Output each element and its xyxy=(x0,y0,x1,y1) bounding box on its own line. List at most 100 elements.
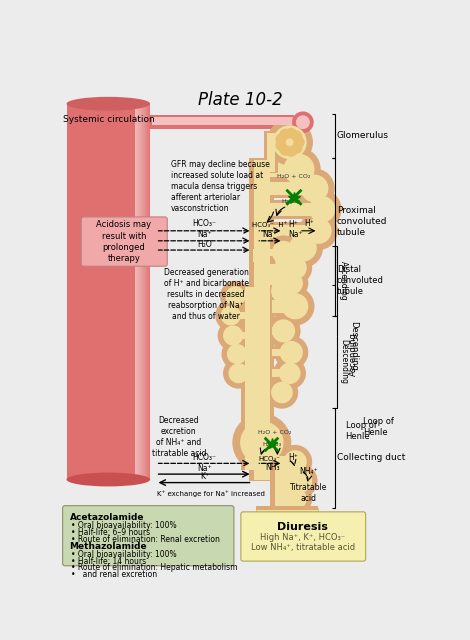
Bar xyxy=(245,287,257,412)
Circle shape xyxy=(299,212,338,250)
Text: HCO₃⁻: HCO₃⁻ xyxy=(192,220,217,228)
Bar xyxy=(270,454,298,516)
Bar xyxy=(137,104,139,479)
Text: Loop of
Henle: Loop of Henle xyxy=(363,417,394,437)
Circle shape xyxy=(283,451,307,474)
Bar xyxy=(145,104,146,479)
Bar xyxy=(241,370,251,376)
Text: H₂O: H₂O xyxy=(197,239,212,248)
Bar xyxy=(262,277,291,289)
Bar xyxy=(252,285,272,458)
Text: High Na⁺, K⁺, HCO₃⁻: High Na⁺, K⁺, HCO₃⁻ xyxy=(260,533,345,543)
Circle shape xyxy=(283,256,307,279)
Bar xyxy=(262,161,299,177)
Ellipse shape xyxy=(66,472,150,486)
Text: • Route of elimination: Renal excretion: • Route of elimination: Renal excretion xyxy=(71,535,220,544)
Circle shape xyxy=(305,218,331,244)
Text: Proximal
convoluted
tubule: Proximal convoluted tubule xyxy=(337,205,387,237)
Bar xyxy=(245,410,256,470)
Text: Na⁺: Na⁺ xyxy=(262,230,277,239)
Circle shape xyxy=(300,175,329,202)
Bar xyxy=(262,327,283,335)
Circle shape xyxy=(266,314,300,348)
Bar xyxy=(235,291,251,301)
Circle shape xyxy=(289,470,312,493)
Circle shape xyxy=(292,111,314,133)
Bar xyxy=(140,104,141,479)
Text: Acidosis may
result with
prolonged
therapy: Acidosis may result with prolonged thera… xyxy=(96,220,151,263)
Circle shape xyxy=(290,141,302,154)
Bar xyxy=(256,506,318,509)
Bar xyxy=(241,408,260,470)
Bar xyxy=(239,368,251,379)
Text: H₂O + CO₂: H₂O + CO₂ xyxy=(258,430,291,435)
Text: K⁺ exchange for Na⁺ increased: K⁺ exchange for Na⁺ increased xyxy=(157,490,265,497)
Circle shape xyxy=(218,320,249,351)
Bar xyxy=(262,248,283,256)
Bar xyxy=(262,225,318,237)
Bar xyxy=(256,318,268,423)
Bar xyxy=(142,104,144,479)
Circle shape xyxy=(276,287,314,326)
Text: Acetazolamide: Acetazolamide xyxy=(70,513,144,522)
Bar xyxy=(233,330,251,341)
Bar xyxy=(262,367,290,380)
Circle shape xyxy=(227,344,247,364)
Text: Plate 10-2: Plate 10-2 xyxy=(198,91,283,109)
Circle shape xyxy=(221,339,252,369)
Bar xyxy=(262,388,282,396)
Bar xyxy=(136,104,138,479)
Text: Distal
convoluted
tubule: Distal convoluted tubule xyxy=(337,265,384,296)
Bar xyxy=(251,246,262,266)
Text: NH₄⁺: NH₄⁺ xyxy=(299,467,318,476)
Bar xyxy=(267,133,275,172)
Circle shape xyxy=(294,168,335,209)
Circle shape xyxy=(272,319,295,342)
Circle shape xyxy=(226,286,245,307)
Circle shape xyxy=(280,341,303,364)
Bar xyxy=(135,104,136,479)
Bar xyxy=(283,458,295,466)
Text: Methazolamide: Methazolamide xyxy=(70,542,147,551)
Circle shape xyxy=(279,129,292,141)
Text: NH₃: NH₃ xyxy=(265,463,280,472)
Circle shape xyxy=(274,335,308,369)
Circle shape xyxy=(272,241,295,264)
Bar xyxy=(141,104,142,479)
Bar xyxy=(250,157,274,481)
Bar xyxy=(141,104,143,479)
Circle shape xyxy=(279,362,300,384)
Text: HCO₃⁻: HCO₃⁻ xyxy=(258,456,281,462)
Circle shape xyxy=(228,364,249,383)
Text: Na⁺: Na⁺ xyxy=(288,230,303,239)
Circle shape xyxy=(240,421,283,464)
Circle shape xyxy=(266,376,298,409)
Bar xyxy=(283,456,295,468)
Bar xyxy=(146,104,148,479)
Text: • Half-life: 6–9 hours: • Half-life: 6–9 hours xyxy=(71,528,150,537)
Bar xyxy=(254,160,270,480)
Text: Low NH₄⁺, titratable acid: Low NH₄⁺, titratable acid xyxy=(251,543,355,552)
Bar xyxy=(262,369,290,377)
Bar xyxy=(262,159,299,180)
Circle shape xyxy=(283,464,318,498)
Circle shape xyxy=(309,196,336,222)
Text: Loop of
Henle: Loop of Henle xyxy=(345,421,376,441)
Text: • Oral bioavailability: 100%: • Oral bioavailability: 100% xyxy=(71,550,177,559)
Bar xyxy=(262,221,318,241)
Circle shape xyxy=(274,357,306,389)
Bar xyxy=(231,310,251,321)
Circle shape xyxy=(285,128,298,140)
Text: • Oral bioavailability: 100%: • Oral bioavailability: 100% xyxy=(71,521,177,530)
Bar xyxy=(283,493,295,505)
Circle shape xyxy=(290,131,302,143)
Circle shape xyxy=(273,125,307,159)
Bar xyxy=(256,287,268,458)
Bar xyxy=(262,297,295,316)
Bar xyxy=(147,104,149,479)
Bar xyxy=(256,508,318,553)
Bar xyxy=(148,104,149,479)
Bar xyxy=(235,332,251,339)
Text: H⁺: H⁺ xyxy=(305,220,314,228)
Bar xyxy=(262,200,322,220)
